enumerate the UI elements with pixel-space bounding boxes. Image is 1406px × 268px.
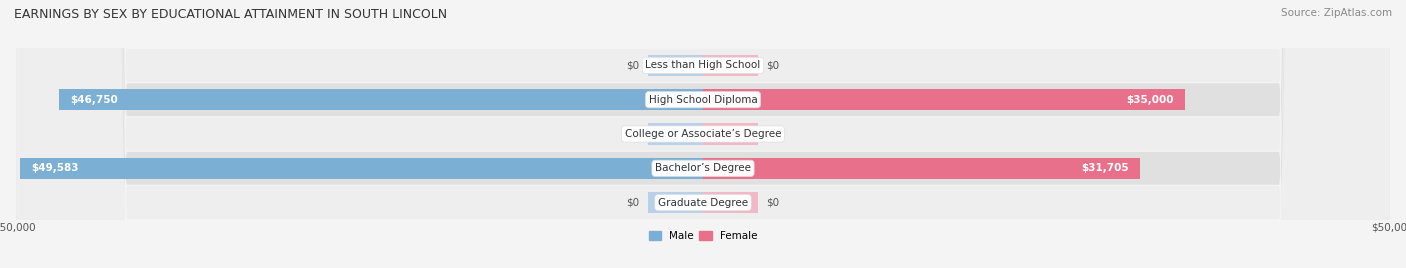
- Text: College or Associate’s Degree: College or Associate’s Degree: [624, 129, 782, 139]
- Text: $0: $0: [766, 129, 779, 139]
- FancyBboxPatch shape: [17, 0, 1389, 268]
- Text: High School Diploma: High School Diploma: [648, 95, 758, 105]
- FancyBboxPatch shape: [17, 0, 1389, 268]
- Text: $0: $0: [627, 129, 640, 139]
- FancyBboxPatch shape: [17, 0, 1389, 268]
- Text: $0: $0: [627, 198, 640, 208]
- FancyBboxPatch shape: [17, 0, 1389, 268]
- Text: $0: $0: [766, 198, 779, 208]
- Text: $0: $0: [766, 60, 779, 70]
- Text: Graduate Degree: Graduate Degree: [658, 198, 748, 208]
- Text: Source: ZipAtlas.com: Source: ZipAtlas.com: [1281, 8, 1392, 18]
- Text: Less than High School: Less than High School: [645, 60, 761, 70]
- Text: $31,705: $31,705: [1081, 163, 1129, 173]
- Bar: [648, 123, 703, 145]
- Bar: [59, 89, 703, 110]
- Bar: [703, 192, 758, 213]
- Bar: [20, 158, 703, 179]
- Text: Bachelor’s Degree: Bachelor’s Degree: [655, 163, 751, 173]
- Bar: [703, 89, 1185, 110]
- Text: $49,583: $49,583: [31, 163, 79, 173]
- Text: $0: $0: [627, 60, 640, 70]
- Text: EARNINGS BY SEX BY EDUCATIONAL ATTAINMENT IN SOUTH LINCOLN: EARNINGS BY SEX BY EDUCATIONAL ATTAINMEN…: [14, 8, 447, 21]
- Bar: [703, 158, 1140, 179]
- Bar: [703, 55, 758, 76]
- Text: $35,000: $35,000: [1126, 95, 1174, 105]
- Bar: [648, 55, 703, 76]
- Bar: [703, 123, 758, 145]
- FancyBboxPatch shape: [17, 0, 1389, 268]
- Text: $46,750: $46,750: [70, 95, 118, 105]
- Bar: [648, 192, 703, 213]
- Legend: Male, Female: Male, Female: [644, 227, 762, 245]
